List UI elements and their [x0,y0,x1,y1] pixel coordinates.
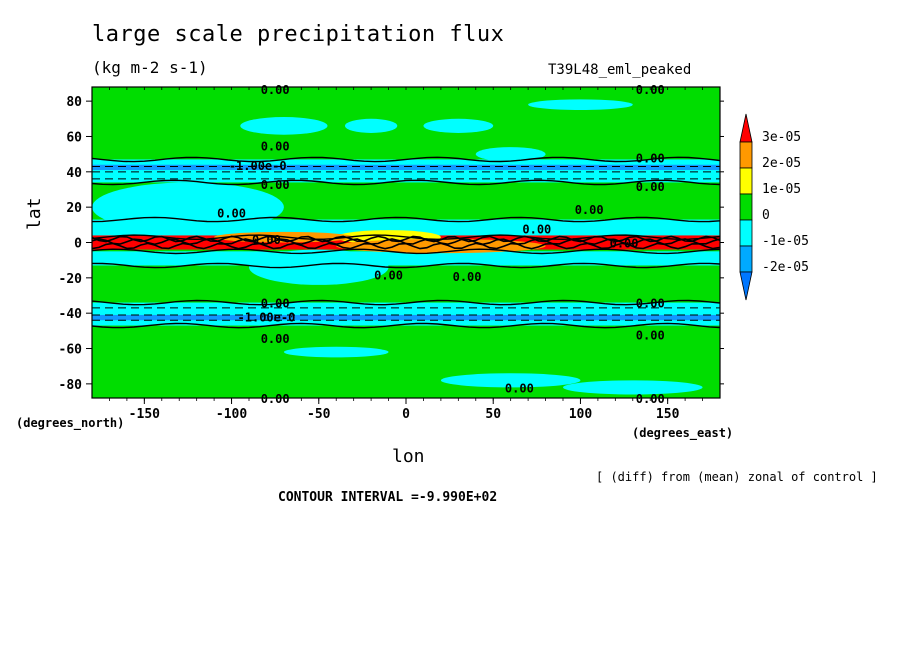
contour-label: 0.00 [252,233,281,247]
y-tick-label: 60 [66,130,82,145]
contour-label: 0.00 [636,297,665,311]
contour-label: 0.00 [505,381,534,395]
x-tick-label: -50 [307,407,331,422]
y-tick-label: -20 [59,272,83,287]
colorbar-segment [739,141,753,169]
detail-patch-4 [249,249,389,285]
band-6 [92,251,720,266]
y-tick-label: -80 [59,378,83,393]
detail-patch-8 [475,147,546,162]
colorbar-segment [739,245,753,273]
colorbar-segment [739,219,753,247]
contour-line-1 [92,179,720,186]
colorbar-arrow-top [739,113,753,143]
contour-label: 0.00 [261,297,290,311]
contour-label: 0.00 [261,392,290,406]
contour-label: 0.00 [261,83,290,97]
detail-patch-12 [283,346,389,358]
contour-line-2 [92,216,720,223]
contour-label: 0.00 [610,237,639,251]
y-tick-label: -40 [59,307,83,322]
x-units-label: (degrees_east) [632,426,734,440]
contour-label: 0.00 [636,328,665,342]
contour-line-5 [92,262,720,269]
y-tick-label: 80 [66,95,82,110]
x-axis-label: lon [392,446,425,467]
colorbar-label: -2e-05 [762,260,809,275]
x-tick-label: -100 [216,407,247,422]
detail-patch-0 [240,117,328,135]
contour-line-4 [92,248,720,255]
contour-line-7 [92,322,720,329]
run-label: T39L48_eml_peaked [548,62,692,78]
x-tick-label: -150 [129,407,160,422]
y-tick-label: -60 [59,343,83,358]
contour-label: 0.00 [261,332,290,346]
colorbar-segment [739,193,753,221]
contour-line-6 [92,299,720,306]
contour-label: -1.00e-0 [238,311,296,325]
contour-label: -1.00e-0 [229,159,287,173]
colorbar-label: 3e-05 [762,130,801,145]
contour-label: 0.00 [217,206,246,220]
y-tick-label: 0 [74,237,82,252]
detail-patch-2 [423,118,494,133]
comparison-note: [ (diff) from (mean) zonal of control ] [596,470,878,484]
band-4 [92,314,720,321]
contour-label: 0.00 [453,270,482,284]
y-units-label: (degrees_north) [16,416,125,430]
colorbar-label: 0 [762,208,770,223]
band-3 [92,302,720,326]
detail-patch-10 [440,373,581,388]
contour-label: 0.00 [522,222,551,236]
colorbar-label: 1e-05 [762,182,801,197]
band-2 [92,164,720,171]
y-tick-label: 40 [66,166,82,181]
contour-label: 0.00 [261,139,290,153]
colorbar-label: 2e-05 [762,156,801,171]
detail-patch-9 [528,99,633,110]
x-tick-label: 100 [569,407,593,422]
colorbar-label: -1e-05 [762,234,809,249]
x-tick-label: 150 [656,407,680,422]
contour-label: 0.00 [261,178,290,192]
x-tick-label: 0 [402,407,410,422]
contour-label: 0.00 [374,268,403,282]
chart-units: (kg m-2 s-1) [92,58,208,77]
contour-label: 0.00 [575,203,604,217]
y-axis-label: lat [24,197,45,230]
colorbar-segment [739,167,753,195]
contour-line-3 [92,234,720,241]
detail-patch-3 [92,182,284,232]
y-tick-label: 20 [66,201,82,216]
contour-label: 0.00 [636,180,665,194]
contour-label: 0.00 [636,152,665,166]
x-tick-label: 50 [485,407,501,422]
detail-patch-1 [344,118,398,133]
equatorial-contour-0 [92,235,720,243]
colorbar-arrow-bottom [739,271,753,301]
chart-title: large scale precipitation flux [92,22,505,47]
contour-line-0 [92,156,720,163]
equatorial-contour-2 [92,238,720,246]
contour-interval: CONTOUR INTERVAL =-9.990E+02 [278,490,498,505]
detail-patch-11 [563,380,703,395]
